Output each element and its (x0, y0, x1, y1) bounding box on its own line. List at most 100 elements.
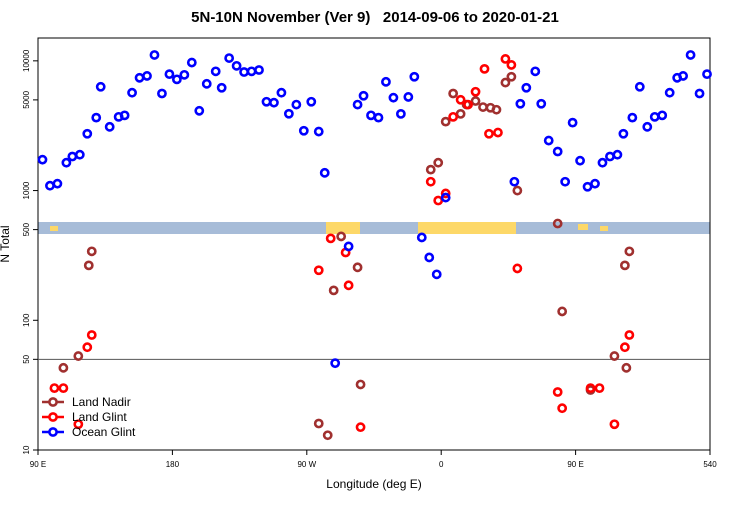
point (424, 252, 435, 263)
point (86, 330, 97, 340)
point (552, 387, 563, 397)
point (352, 262, 363, 273)
point (67, 151, 78, 162)
point (291, 99, 302, 110)
x-tick-label: 540 (703, 460, 717, 469)
point (431, 269, 442, 280)
point (678, 71, 689, 81)
point (49, 383, 60, 394)
point (261, 96, 272, 107)
x-tick-label: 90 E (567, 460, 583, 469)
point (543, 135, 554, 146)
legend-label: Land Nadir (72, 395, 131, 409)
point (73, 419, 84, 430)
point (440, 188, 451, 199)
point (694, 88, 705, 99)
point (186, 57, 197, 68)
y-tick-label: 5000 (22, 90, 31, 108)
point (216, 82, 227, 93)
point (557, 306, 568, 317)
point (306, 96, 317, 107)
point (609, 351, 620, 361)
point (61, 157, 72, 168)
point (649, 111, 660, 122)
point (557, 403, 568, 414)
point (521, 82, 532, 93)
x-tick-label: 90 W (297, 460, 316, 469)
point (179, 69, 190, 80)
point (83, 260, 94, 271)
point (624, 246, 635, 257)
point (500, 54, 511, 64)
point (325, 233, 336, 244)
point (127, 87, 137, 98)
point (493, 127, 503, 138)
point (313, 126, 324, 137)
x-tick-label: 0 (439, 460, 444, 469)
map-strip (38, 222, 710, 234)
y-tick-label: 500 (22, 222, 31, 236)
point (58, 383, 69, 394)
legend-marker (48, 412, 58, 422)
point (73, 351, 84, 361)
point (440, 192, 451, 203)
legend-marker (48, 397, 58, 407)
point (355, 379, 366, 390)
point (231, 60, 242, 71)
point (664, 87, 675, 98)
point (609, 419, 620, 430)
point (425, 176, 436, 187)
point (619, 342, 630, 353)
point (373, 112, 384, 123)
point (134, 72, 145, 83)
legend-label: Land Glint (72, 410, 127, 424)
point (343, 241, 354, 252)
x-axis-label: Longitude (deg E) (326, 477, 421, 491)
point (328, 285, 339, 296)
point (37, 154, 48, 165)
point (343, 280, 354, 291)
point (239, 67, 249, 77)
y-tick-label: 50 (22, 354, 31, 363)
point (536, 98, 547, 109)
point (506, 71, 517, 82)
point (104, 121, 115, 132)
point (512, 263, 523, 274)
point (276, 87, 287, 98)
point (582, 181, 593, 192)
point (403, 92, 414, 102)
point (409, 71, 420, 82)
plot-frame (37, 37, 711, 451)
point (322, 430, 333, 441)
point (416, 232, 427, 243)
point (634, 81, 645, 92)
point (298, 125, 309, 136)
point (330, 358, 341, 369)
point (470, 96, 481, 106)
point (506, 60, 517, 70)
point (74, 149, 85, 160)
point (627, 112, 638, 123)
point (560, 176, 571, 187)
point (86, 246, 97, 257)
point (479, 63, 490, 74)
point (455, 94, 466, 105)
point (82, 128, 93, 139)
x-tick-label: 180 (166, 460, 180, 469)
point (448, 111, 459, 122)
point (624, 330, 635, 340)
point (425, 164, 436, 175)
point (605, 151, 615, 162)
point (224, 53, 235, 63)
y-axis-label: N Total (0, 225, 12, 262)
point (642, 121, 653, 132)
point (567, 117, 578, 128)
point (366, 110, 376, 121)
point (702, 69, 712, 80)
point (201, 78, 212, 89)
point (612, 149, 623, 160)
point (313, 265, 324, 276)
point (484, 128, 494, 139)
point (210, 66, 221, 77)
